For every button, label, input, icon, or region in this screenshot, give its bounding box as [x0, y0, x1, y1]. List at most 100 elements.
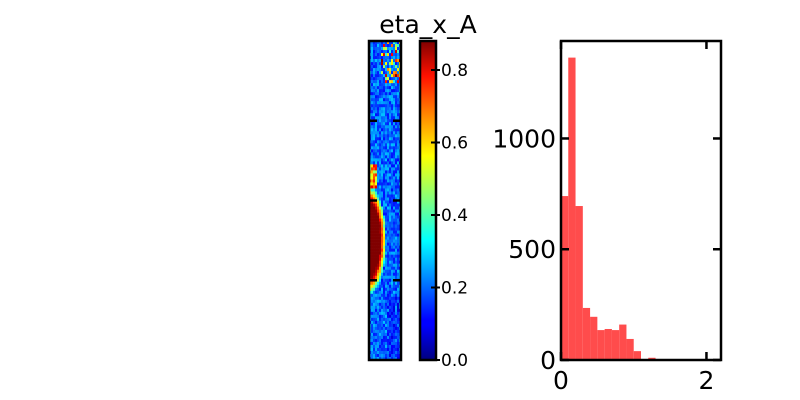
heatmap-cell [393, 176, 396, 180]
heatmap-cell [379, 161, 382, 165]
heatmap-cell [381, 245, 384, 249]
heatmap-cell [373, 266, 376, 271]
heatmap-cell [379, 50, 382, 54]
heatmap-cell [387, 95, 390, 99]
heatmap-cell [373, 326, 376, 331]
heatmap-cell [387, 332, 390, 337]
heatmap-cell [385, 305, 388, 310]
heatmap-cell [373, 260, 376, 264]
heatmap-cell [397, 269, 400, 274]
heatmap-cell [375, 164, 378, 168]
heatmap-cell [397, 113, 400, 117]
heatmap-cell [375, 128, 378, 132]
heatmap-cell [371, 68, 374, 72]
heatmap-cell [387, 164, 390, 168]
heatmap-cell [389, 332, 392, 337]
heatmap-cell [383, 167, 386, 171]
heatmap-cell [377, 77, 380, 81]
heatmap-cell [377, 89, 380, 93]
heatmap-cell [395, 83, 398, 87]
heatmap-cell [385, 308, 388, 313]
heatmap-cell [393, 68, 396, 72]
heatmap-cell [375, 284, 378, 289]
heatmap-cell [373, 182, 376, 186]
heatmap-cell [383, 278, 386, 283]
heatmap-cell [375, 263, 378, 268]
heatmap-cell [377, 74, 380, 78]
heatmap-cell [373, 233, 376, 237]
heatmap-cell [379, 179, 382, 183]
heatmap-cell [395, 320, 398, 325]
heatmap-cell [373, 62, 376, 66]
heatmap-cell [373, 347, 376, 352]
heatmap-cell [387, 335, 390, 340]
heatmap-cell [395, 161, 398, 165]
heatmap-cell [383, 116, 386, 120]
heatmap-cell [385, 275, 388, 280]
heatmap-cell [375, 152, 378, 156]
heatmap-cell [379, 347, 382, 352]
heatmap-cell [377, 332, 380, 337]
heatmap-cell [385, 284, 388, 289]
heatmap-cell [379, 185, 382, 189]
heatmap-cell [387, 218, 390, 222]
heatmap-cell [373, 215, 376, 219]
heatmap-cell [389, 203, 392, 207]
heatmap-cell [385, 263, 388, 268]
heatmap-cell [385, 203, 388, 207]
heatmap-cell [377, 143, 380, 147]
heatmap-cell [387, 305, 390, 310]
heatmap-cell [381, 218, 384, 222]
heatmap-cell [375, 179, 378, 183]
heatmap-cell [371, 146, 374, 150]
heatmap-cell [393, 218, 396, 222]
heatmap-cell [381, 233, 384, 237]
heatmap-cell [393, 164, 396, 168]
heatmap-cell [381, 248, 384, 252]
heatmap-cell [393, 62, 396, 66]
heatmap-cell [383, 161, 386, 165]
heatmap-cell [387, 281, 390, 286]
heatmap-cell [393, 101, 396, 105]
heatmap-cell [371, 239, 374, 243]
heatmap-cell [375, 122, 378, 126]
heatmap-cell [383, 263, 386, 268]
heatmap-cell [371, 227, 374, 231]
heatmap-cell [377, 125, 380, 129]
heatmap-cell [391, 221, 394, 225]
heatmap-cell [379, 194, 382, 198]
heatmap-cell [383, 338, 386, 343]
heatmap-cell [375, 281, 378, 286]
heatmap-cell [381, 182, 384, 186]
heatmap-cell [383, 251, 386, 255]
heatmap-cell [375, 341, 378, 346]
heatmap-cell [379, 308, 382, 313]
heatmap-cell [373, 269, 376, 274]
heatmap-cell [375, 332, 378, 337]
heatmap-cell [389, 290, 392, 295]
heatmap-cell [385, 56, 388, 60]
heatmap-cell [391, 305, 394, 310]
heatmap-cell [379, 80, 382, 84]
heatmap-cell [387, 155, 390, 159]
heatmap-cell [395, 185, 398, 189]
colorbar-frame [418, 39, 438, 362]
histogram-bars [561, 57, 663, 361]
heatmap-cell [389, 170, 392, 174]
heatmap-cell [395, 311, 398, 316]
heatmap-cell [387, 302, 390, 307]
heatmap-cell [391, 287, 394, 292]
heatmap-cell [395, 77, 398, 81]
heatmap-cell [397, 266, 400, 271]
heatmap-cell [393, 59, 396, 63]
heatmap-cell [381, 113, 384, 117]
heatmap-cell [381, 164, 384, 168]
heatmap-cell [395, 317, 398, 322]
heatmap-cell [387, 344, 390, 349]
heatmap-cell [377, 158, 380, 162]
heatmap-cell [391, 77, 394, 81]
heatmap-cell [391, 188, 394, 192]
heatmap-cell [387, 245, 390, 249]
heatmap-cell [397, 197, 400, 201]
